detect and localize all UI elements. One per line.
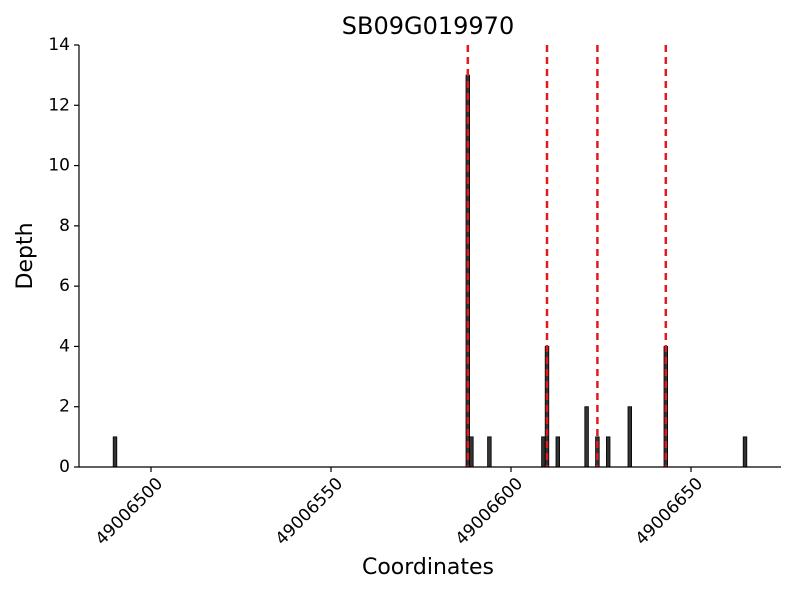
bar	[627, 406, 632, 468]
y-tick-label: 2	[59, 397, 70, 417]
x-tick-label: 49006650	[632, 474, 707, 549]
y-tick-label: 14	[48, 35, 70, 55]
bar	[469, 436, 474, 468]
bar	[742, 436, 748, 468]
bar	[112, 436, 118, 468]
bar	[487, 436, 492, 468]
x-tick-label: 49006600	[452, 474, 527, 549]
bar	[606, 436, 611, 468]
chart-title: SB09G019970	[342, 12, 514, 40]
bar	[555, 436, 560, 468]
y-tick-label: 4	[59, 336, 70, 356]
x-tick-label: 49006500	[92, 474, 167, 549]
bar	[541, 436, 546, 468]
y-tick-label: 12	[48, 95, 70, 115]
y-tick-label: 10	[48, 156, 70, 176]
x-axis-title: Coordinates	[362, 555, 494, 580]
y-tick-label: 6	[59, 276, 70, 296]
y-axis-title: Depth	[13, 222, 38, 289]
bar	[584, 406, 589, 468]
y-tick-label: 0	[59, 457, 70, 477]
x-tick-label: 49006550	[272, 474, 347, 549]
y-tick-label: 8	[59, 216, 70, 236]
